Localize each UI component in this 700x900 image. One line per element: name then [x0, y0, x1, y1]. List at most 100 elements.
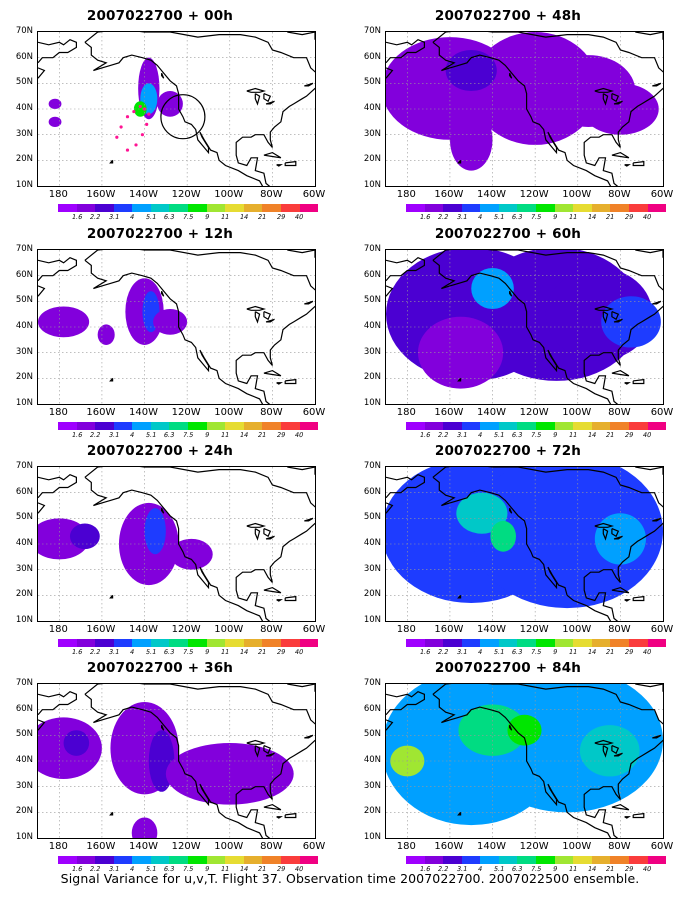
coastline — [632, 378, 645, 385]
coastline — [263, 803, 282, 811]
lat-tick-label: 10N — [15, 398, 33, 408]
lat-tick-label: 50N — [363, 295, 381, 306]
coastline — [287, 250, 315, 258]
coastline — [611, 311, 620, 321]
colorbar-swatch — [76, 422, 96, 430]
panel-title: 2007022700 + 24h — [86, 443, 234, 459]
lon-tick-label: 120W — [519, 189, 549, 200]
lat-tick-label: 70N — [363, 244, 381, 254]
coastline — [635, 250, 663, 258]
coastline — [594, 87, 615, 93]
lon-tick-label: 160W — [86, 624, 116, 635]
colorbar-swatch — [461, 422, 481, 430]
colorbar-swatch — [536, 856, 555, 864]
colorbar-swatch — [262, 422, 281, 430]
colorbar-swatch — [406, 856, 425, 864]
lat-tick-label: 30N — [363, 780, 381, 791]
colorbar-swatch — [169, 856, 189, 864]
coastline — [263, 311, 272, 321]
coastline — [284, 812, 297, 819]
map-svg — [386, 250, 663, 404]
variance-contour — [157, 91, 183, 117]
colorbar-swatch — [480, 204, 499, 212]
lat-tick-label: 10N — [363, 832, 381, 842]
coastline — [38, 719, 46, 731]
coastline — [304, 734, 314, 739]
coastline — [109, 594, 114, 599]
lon-tick-label: 180 — [396, 407, 416, 418]
colorbar-swatch — [628, 422, 648, 430]
colorbar-labels: 1.6 2.2 3.1 4 5.1 6.3 7.5 9 11 14 21 29 40 — [406, 213, 666, 222]
map-svg — [38, 467, 315, 621]
coastline — [254, 311, 261, 324]
variance-contour — [48, 116, 62, 127]
coastlines — [386, 684, 663, 838]
variance-shading — [386, 250, 661, 389]
colorbar-swatch — [150, 204, 170, 212]
coastline — [386, 719, 394, 731]
lon-tick-label: 180 — [396, 189, 416, 200]
colorbar-swatch — [480, 639, 499, 647]
colorbar-swatch — [591, 422, 611, 430]
lat-tick-label: 50N — [363, 512, 381, 523]
coastline — [254, 93, 261, 106]
colorbar-swatch — [150, 639, 170, 647]
coastline — [246, 87, 267, 93]
lat-tick-label: 70N — [15, 244, 33, 254]
colorbar-swatch — [95, 639, 114, 647]
variance-contour — [456, 492, 508, 534]
colorbar-swatch — [517, 204, 537, 212]
lon-tick-label: 80W — [260, 189, 283, 200]
colorbar-swatch — [610, 422, 629, 430]
coastline — [109, 159, 114, 164]
colorbar-swatch — [498, 639, 518, 647]
coastline — [457, 594, 462, 599]
coastline — [611, 528, 620, 538]
lon-tick-label: 80W — [260, 841, 283, 852]
lon-tick-label: 100W — [562, 841, 592, 852]
lat-tick-label: 60N — [363, 486, 381, 497]
colorbar-swatch — [262, 639, 281, 647]
colorbar-swatch — [554, 639, 574, 647]
map-svg — [386, 684, 663, 838]
colorbar-swatch — [443, 204, 462, 212]
coastline — [263, 93, 272, 103]
lon-tick-label: 80W — [260, 407, 283, 418]
coastline — [602, 93, 609, 106]
colorbar-swatch — [424, 639, 444, 647]
lon-tick-label: 140W — [477, 624, 507, 635]
variance-contour — [601, 296, 661, 348]
colorbar-level-label: 40 — [294, 648, 305, 656]
colorbar-swatch — [280, 204, 300, 212]
coastline — [613, 318, 623, 323]
observation-point — [134, 143, 138, 147]
coastline — [602, 528, 609, 541]
colorbar-swatch — [225, 204, 244, 212]
coastline — [613, 752, 623, 757]
colorbar-swatch — [406, 639, 425, 647]
coastline — [84, 684, 315, 838]
coastline — [263, 528, 272, 538]
lat-tick-label: 50N — [363, 77, 381, 88]
lon-tick-label: 100W — [214, 624, 244, 635]
coastline — [509, 724, 513, 731]
lon-tick-label: 180 — [48, 841, 68, 852]
colorbar-swatch — [150, 422, 170, 430]
colorbar — [58, 639, 319, 647]
coastline — [613, 535, 623, 540]
colorbar-swatch — [188, 422, 207, 430]
colorbar-swatch — [132, 639, 151, 647]
colorbar-swatch — [206, 204, 226, 212]
coastline — [432, 684, 663, 838]
coastline — [509, 72, 513, 79]
colorbar-swatch — [443, 639, 462, 647]
lon-tick-label: 60W — [650, 189, 674, 200]
coastline — [386, 67, 394, 79]
map-panel-84h: 2007022700 + 84h 70N 60N 50N 40N 30N 20N 10N 18… — [348, 660, 674, 873]
variance-contour — [449, 109, 493, 171]
colorbar-swatch — [299, 856, 319, 864]
lon-tick-label: 120W — [171, 189, 201, 200]
coastline — [624, 382, 632, 385]
lon-tick-label: 100W — [562, 624, 592, 635]
coastline — [611, 369, 630, 377]
